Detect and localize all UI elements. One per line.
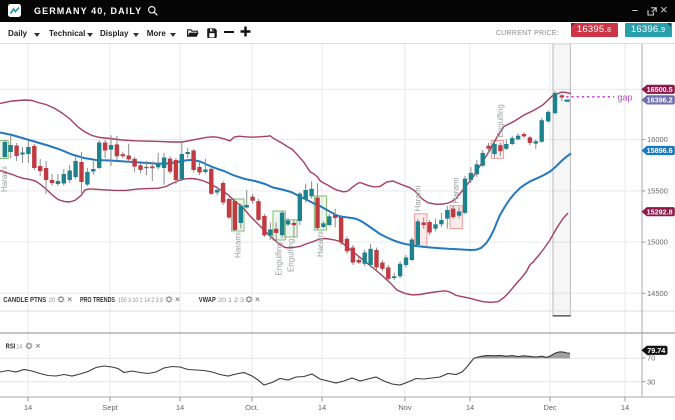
svg-text:14: 14 [621,403,629,412]
svg-text:CANDLE PTNS: CANDLE PTNS [3,297,46,304]
svg-text:20 1 2 3: 20 1 2 3 [218,297,244,304]
svg-text:Sept: Sept [102,403,118,412]
svg-text:Harami: Harami [233,232,242,258]
svg-text:30: 30 [647,377,655,386]
svg-text:15000: 15000 [647,238,668,247]
svg-text:70: 70 [647,354,655,363]
svg-text:79.74: 79.74 [647,346,665,355]
svg-text:14: 14 [176,403,184,412]
svg-text:14: 14 [17,343,23,350]
svg-text:Harami: Harami [413,185,422,211]
svg-text:150 3 10 2 14 2 3 8: 150 3 10 2 14 2 3 8 [118,297,163,304]
svg-text:14: 14 [466,403,474,412]
svg-text:15292.8: 15292.8 [647,207,673,216]
svg-text:VWAP: VWAP [199,297,216,304]
svg-text:20: 20 [49,297,56,304]
svg-text:Harami: Harami [316,231,325,257]
svg-text:15896.6: 15896.6 [647,146,673,155]
svg-text:Nov: Nov [398,403,412,412]
svg-text:PRO TRENDS: PRO TRENDS [80,297,115,304]
svg-text:gap: gap [618,93,633,103]
svg-text:16000: 16000 [647,135,668,144]
svg-text:Harami: Harami [0,166,9,192]
svg-text:Engulfing: Engulfing [275,242,284,275]
svg-text:14: 14 [318,403,326,412]
svg-text:Harami: Harami [452,177,461,203]
svg-text:16396.2: 16396.2 [647,96,673,105]
svg-text:Oct.: Oct. [245,403,259,412]
svg-text:×: × [67,294,72,304]
svg-text:16500.5: 16500.5 [647,85,673,94]
svg-text:14: 14 [24,403,32,412]
svg-text:Engulfing: Engulfing [496,104,505,137]
svg-text:RSI: RSI [6,343,16,350]
svg-text:14500: 14500 [647,289,668,298]
svg-text:Dec: Dec [543,403,557,412]
svg-text:×: × [36,341,41,351]
svg-text:15500: 15500 [647,187,668,196]
svg-text:Engulfing: Engulfing [287,239,296,272]
svg-text:×: × [175,294,180,304]
svg-text:×: × [255,294,260,304]
